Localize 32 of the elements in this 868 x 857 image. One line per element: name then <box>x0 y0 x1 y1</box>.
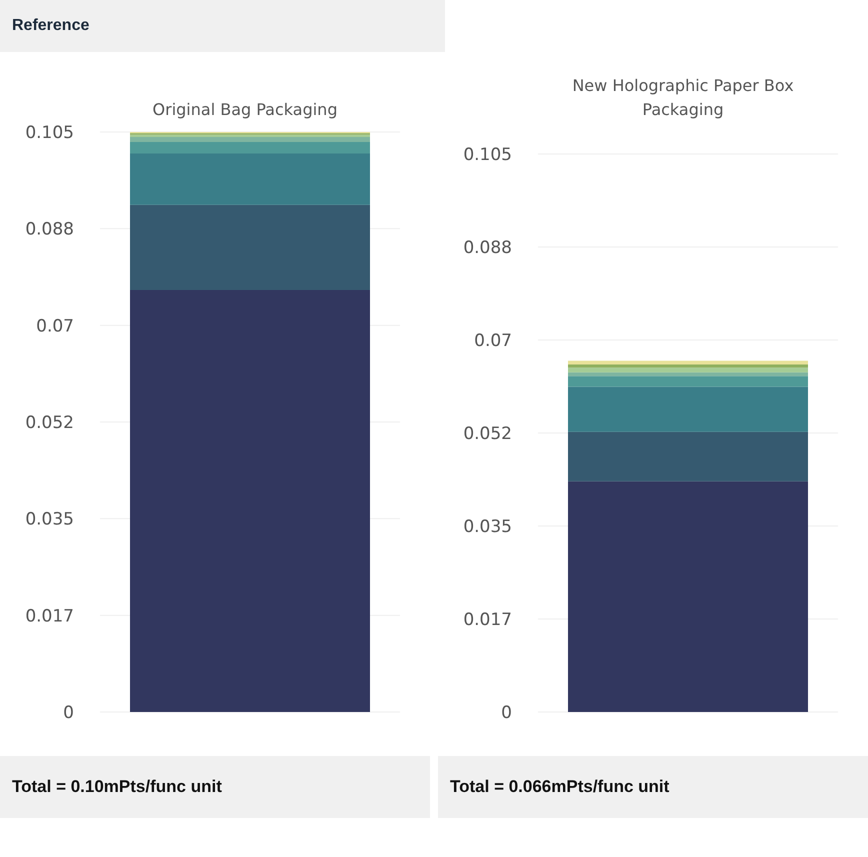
bar <box>568 372 808 376</box>
text: Reference <box>12 17 90 35</box>
y-tick-label: 0.035 <box>25 510 74 530</box>
bar <box>130 204 370 290</box>
bar <box>568 432 808 482</box>
text: Total = 0.066mPts/func unit <box>450 777 670 797</box>
bar <box>568 386 808 432</box>
bar <box>130 290 370 712</box>
chart-title: Original Bag Packaging <box>152 99 338 121</box>
y-tick-label: 0.07 <box>36 316 74 336</box>
chart-title: New Holographic Paper Box Packaging <box>571 75 795 121</box>
bar <box>568 368 808 372</box>
y-tick-label: 0.105 <box>25 123 74 144</box>
text: Total = 0.10mPts/func unit <box>12 777 222 797</box>
y-tick-label: 0.017 <box>25 606 74 626</box>
y-tick-label: 0.088 <box>25 220 74 240</box>
y-tick-label: 0.035 <box>463 517 512 538</box>
bar <box>130 154 370 205</box>
y-tick-label: 0 <box>63 703 74 724</box>
y-tick-label: 0.088 <box>463 238 512 258</box>
bar <box>130 142 370 154</box>
bar <box>130 136 370 142</box>
bar <box>568 364 808 368</box>
y-tick-label: 0.052 <box>463 424 512 444</box>
y-tick-label: 0 <box>501 703 512 724</box>
bar <box>568 481 808 712</box>
bar <box>568 360 808 364</box>
y-tick-label: 0.105 <box>463 145 512 166</box>
bar <box>568 376 808 387</box>
y-tick-label: 0.017 <box>463 610 512 630</box>
y-tick-label: 0.07 <box>474 331 512 352</box>
y-tick-label: 0.052 <box>25 413 74 434</box>
